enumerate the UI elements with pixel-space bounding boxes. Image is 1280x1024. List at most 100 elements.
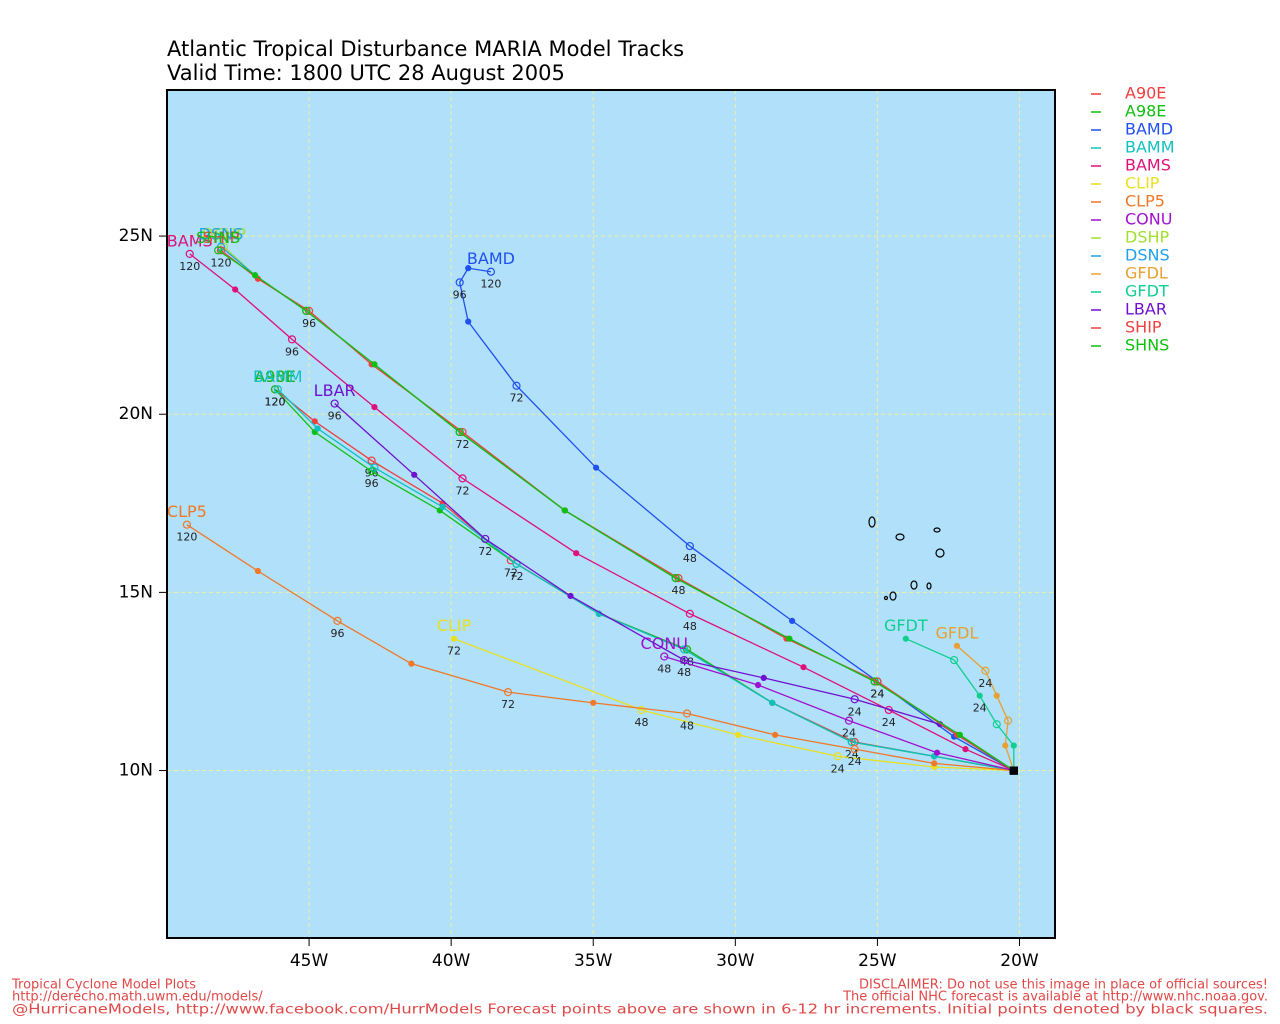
legend-label: GFDL (1125, 264, 1168, 283)
legend-label: SHIP (1125, 318, 1162, 337)
track-point (735, 731, 742, 739)
y-tick-label: 25N (119, 226, 153, 246)
track-point (950, 655, 959, 665)
hour-label: 48 (677, 666, 691, 679)
track-point (370, 463, 379, 472)
legend-label: DSHP (1125, 228, 1170, 247)
x-tick-label: 25W (858, 951, 897, 971)
footer-text: DISCLAIMER: Do not use this image in pla… (859, 978, 1268, 993)
islands (868, 516, 945, 601)
track-end-label: BAMM (253, 367, 303, 386)
track-point (772, 731, 779, 739)
hour-label: 48 (657, 663, 671, 676)
track-point (503, 688, 513, 697)
track-point (1010, 742, 1017, 749)
track-point (870, 677, 879, 686)
track-point (182, 520, 191, 529)
track-point (367, 456, 376, 465)
y-tick-label: 20N (119, 404, 153, 424)
hour-label: 96 (285, 345, 299, 358)
track-point (844, 716, 854, 725)
hour-label: 24 (978, 677, 992, 690)
legend-label: A98E (1125, 102, 1166, 121)
hour-label: 96 (328, 410, 342, 423)
track-end-label: GFDT (884, 616, 928, 635)
hour-label: 72 (456, 484, 470, 497)
hour-label: 24 (848, 755, 862, 768)
track-point (371, 404, 378, 411)
track-point (408, 660, 415, 667)
track-point (481, 534, 490, 544)
hour-label: 120 (264, 395, 285, 408)
track-point (981, 666, 990, 675)
track-point (962, 746, 969, 753)
track-point (660, 652, 669, 661)
track-point (273, 385, 282, 394)
track-end-label: DSHP (202, 224, 247, 243)
hour-label: 48 (635, 716, 649, 729)
track-end-label: SHNS (196, 228, 240, 247)
track-point (512, 381, 521, 390)
track-point (976, 692, 983, 699)
plot-border (166, 89, 1056, 939)
track-end-label: A90E (254, 367, 295, 386)
legend-label: CONU (1125, 210, 1172, 229)
track-point (573, 550, 580, 557)
x-tick-label: 40W (432, 951, 471, 971)
chart-title: Atlantic Tropical Disturbance MARIA Mode… (167, 37, 684, 61)
hour-label: 24 (870, 687, 884, 700)
legend-label: A90E (1125, 84, 1166, 103)
hour-label: 120 (264, 395, 285, 408)
track-line (453, 638, 1014, 772)
track-point (371, 361, 378, 368)
track-line (956, 645, 1015, 771)
track-point (450, 635, 458, 642)
track-point (567, 592, 574, 600)
track-point (760, 674, 767, 681)
track-point (786, 635, 793, 642)
footer-text: The official NHC forecast is available a… (842, 990, 1268, 1005)
track-line (664, 655, 1014, 772)
track-point (486, 267, 496, 276)
x-tick-label: 35W (574, 951, 613, 971)
hour-label: 24 (842, 727, 856, 740)
hour-label: 48 (683, 552, 697, 565)
track-point (216, 246, 226, 255)
track-line (905, 638, 1015, 771)
track-point (302, 306, 311, 316)
track-point (754, 681, 762, 689)
hour-label: 24 (831, 762, 845, 775)
legend-label: DSNS (1125, 246, 1170, 265)
legend-label: BAMD (1125, 120, 1173, 139)
track-point (287, 335, 297, 344)
track-point (682, 709, 692, 718)
track-point (314, 425, 321, 432)
track-point (685, 609, 694, 618)
track-point (455, 278, 464, 287)
initial-point (1009, 766, 1018, 775)
track-point (671, 574, 680, 583)
track-point (800, 664, 807, 671)
track-point (251, 272, 259, 279)
track-point (333, 616, 342, 625)
legend-label: BAMM (1125, 138, 1175, 157)
hour-label: 24 (848, 705, 862, 718)
track-point (847, 737, 856, 747)
legend-label: CLIP (1125, 174, 1160, 193)
footer-text: Tropical Cyclone Model Plots (11, 978, 196, 993)
hour-label: 72 (504, 566, 518, 579)
track-point (833, 752, 842, 761)
track-point (411, 471, 418, 478)
track-point (993, 692, 1000, 699)
hour-label: 96 (365, 477, 379, 490)
hour-label: 24 (973, 702, 987, 715)
track-point (769, 699, 776, 706)
hour-label: 72 (478, 545, 492, 558)
hour-label: 48 (680, 720, 694, 733)
hour-label: 24 (882, 716, 896, 729)
hour-label: 120 (480, 278, 501, 291)
hour-label: 96 (453, 288, 467, 301)
track-point (590, 699, 597, 706)
track-point (330, 399, 339, 408)
